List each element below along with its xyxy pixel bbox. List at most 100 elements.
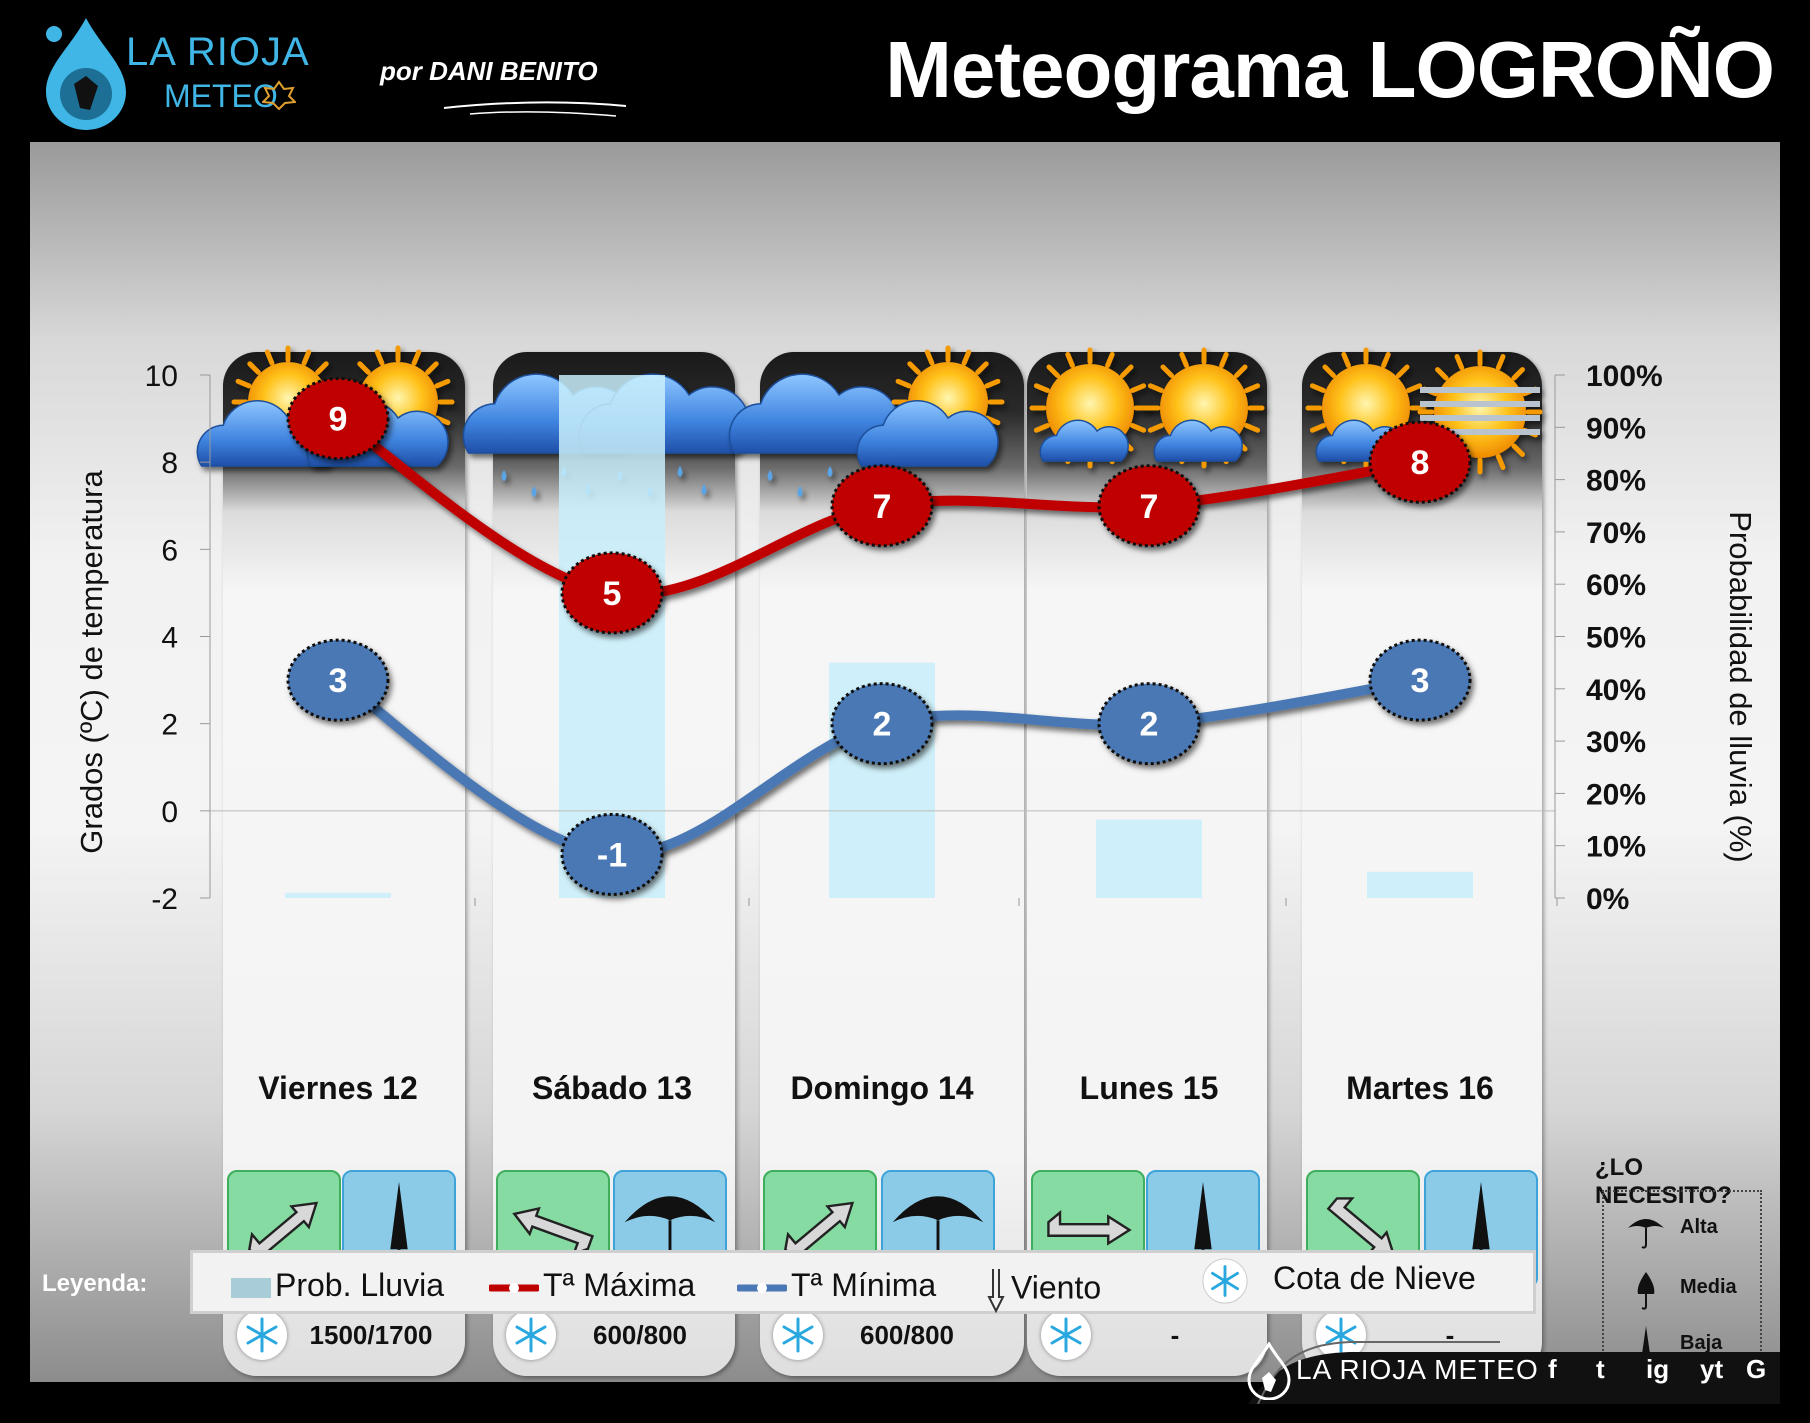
- need-label-alta: Alta: [1680, 1216, 1718, 1238]
- max-temp-marker: 5: [560, 551, 664, 635]
- wind-arrow-icon: [784, 1201, 855, 1262]
- day-label: Domingo 14: [790, 1070, 974, 1106]
- max-temp-marker: 7: [1097, 464, 1201, 548]
- temp-label: 8: [1411, 444, 1430, 482]
- temp-label: 7: [1140, 488, 1159, 526]
- y2-tick-label: 50%: [1586, 622, 1646, 655]
- umbrella-open-icon: [1628, 1219, 1664, 1249]
- max-temp-marker: 7: [830, 464, 934, 548]
- partly-cloudy-icon: [856, 345, 1005, 467]
- logo-text-line2: METEO: [164, 78, 278, 114]
- min-temp-marker: 3: [1368, 638, 1472, 722]
- day-label: Viernes 12: [258, 1070, 418, 1106]
- legend-rain-label: Prob. Lluvia: [275, 1267, 444, 1303]
- rain-bar: [1096, 819, 1202, 898]
- y-tick-label: 0: [161, 796, 178, 829]
- logo-drop-icon: [46, 18, 126, 130]
- partly-cloudy-icon: [196, 345, 345, 467]
- snow-level-text: 1500/1700: [309, 1320, 433, 1350]
- wind-arrow-icon: [1326, 1197, 1396, 1258]
- min-temp-marker: 2: [830, 682, 934, 766]
- footer: LA RIOJA METEO f t ig yt G: [1200, 1334, 1780, 1404]
- snowflake-icon: [515, 1317, 547, 1353]
- y2-tick-label: 60%: [1586, 569, 1646, 602]
- logo-text-line1: LA RIOJA: [126, 30, 310, 74]
- need-item-media: Media: [1604, 1264, 1764, 1314]
- snow-level-badge: [1041, 1310, 1091, 1360]
- snow-level-text: 600/800: [593, 1320, 687, 1350]
- instagram-icon[interactable]: ig: [1646, 1354, 1670, 1384]
- sun-cloud-icon: [1029, 347, 1151, 469]
- signature-swoosh: [443, 101, 627, 117]
- y-axis-title: Grados (ºC) de temperatura: [74, 470, 109, 854]
- y2-tick-label: 90%: [1586, 412, 1646, 445]
- temp-label: 2: [1140, 706, 1159, 744]
- snowflake-icon: [1325, 1317, 1357, 1353]
- sun-cloud-icon: [1143, 347, 1265, 469]
- wind-arrow-icon: [512, 1206, 595, 1256]
- snowflake-icon: [1050, 1317, 1082, 1353]
- snow-level-text: -: [1170, 1320, 1180, 1350]
- snowflake-icon: [246, 1317, 278, 1353]
- y2-axis-title: Probabilidad de lluvia (%): [1723, 511, 1758, 863]
- wind-arrow-icon: [1047, 1210, 1132, 1246]
- meteogram-panel: 10 8 6 4 2 0 -2 100% 90% 80% 70% 60% 50% 40% 30% 20% 10%…: [30, 142, 1780, 1382]
- y-tick-label: 8: [161, 447, 178, 480]
- min-line-swatch: [737, 1282, 787, 1293]
- legend: Prob. Lluvia Tª Máxima Tª Mínima Viento …: [190, 1250, 1536, 1314]
- y2-tick-label: 10%: [1586, 831, 1646, 864]
- snow-level-text: 600/800: [860, 1320, 954, 1350]
- y-tick-label: 2: [161, 709, 178, 742]
- temp-label: 2: [873, 706, 892, 744]
- rain-bar: [285, 892, 391, 898]
- y2-tick-label: 0%: [1586, 883, 1629, 916]
- youtube-icon[interactable]: yt: [1700, 1354, 1724, 1384]
- max-temp-marker: 8: [1368, 420, 1472, 504]
- snow-level-text: -: [1445, 1320, 1455, 1350]
- need-title: ¿LO NECESITO?: [1595, 1154, 1732, 1209]
- byline: por DANI BENITO: [380, 56, 598, 86]
- need-label-media: Media: [1680, 1276, 1737, 1298]
- y2-tick-label: 80%: [1586, 465, 1646, 498]
- day-label: Lunes 15: [1079, 1070, 1219, 1106]
- umbrella-half-icon: [1637, 1272, 1655, 1310]
- need-item-alta: Alta: [1604, 1204, 1764, 1254]
- y-tick-label: -2: [151, 883, 178, 916]
- max-line-swatch: [489, 1282, 539, 1293]
- legend-title: Leyenda:: [42, 1270, 148, 1297]
- min-temp-marker: 3: [286, 638, 390, 722]
- snow-level-badge: [1316, 1310, 1366, 1360]
- min-temp-marker: 2: [1097, 682, 1201, 766]
- min-temp-marker: -1: [560, 812, 664, 896]
- legend-max-label: Tª Máxima: [543, 1267, 696, 1303]
- page-title: Meteograma LOGROÑO: [885, 25, 1775, 114]
- snow-level-badge: [506, 1310, 556, 1360]
- legend-item-min: Tª Mínima: [737, 1267, 936, 1304]
- twitter-icon[interactable]: t: [1596, 1354, 1605, 1384]
- facebook-icon[interactable]: f: [1548, 1354, 1557, 1384]
- rain-bar: [1367, 871, 1473, 898]
- y2-tick-label: 100%: [1586, 360, 1663, 393]
- google-icon[interactable]: G: [1746, 1354, 1767, 1384]
- temp-label: 7: [873, 488, 892, 526]
- legend-wind-label: Viento: [1011, 1269, 1102, 1306]
- snow-level-badge: [773, 1310, 823, 1360]
- legend-item-max: Tª Máxima: [489, 1267, 695, 1304]
- footer-brand: LA RIOJA METEO: [1296, 1354, 1539, 1385]
- wind-arrow-icon: [248, 1201, 319, 1262]
- rain-swatch: [231, 1277, 271, 1298]
- y2-tick-label: 30%: [1586, 726, 1646, 759]
- y-tick-label: 6: [161, 534, 178, 567]
- max-temp-marker: 9: [286, 377, 390, 461]
- legend-min-label: Tª Mínima: [791, 1267, 937, 1303]
- y2-tick-label: 70%: [1586, 517, 1646, 550]
- y2-tick-label: 20%: [1586, 778, 1646, 811]
- temp-label: 5: [603, 575, 622, 613]
- header: LA RIOJA METEO por DANI BENITO Meteogram…: [0, 0, 1810, 142]
- y-tick-label: 4: [161, 622, 178, 655]
- temp-label: -1: [597, 836, 627, 874]
- legend-snow-label: Cota de Nieve: [1273, 1260, 1476, 1297]
- y2-tick-label: 40%: [1586, 674, 1646, 707]
- meteogram-chart: 1086420-2100%90%80%70%60%50%40%30%20%10%…: [74, 345, 1758, 916]
- footer-banner: [1248, 1341, 1780, 1404]
